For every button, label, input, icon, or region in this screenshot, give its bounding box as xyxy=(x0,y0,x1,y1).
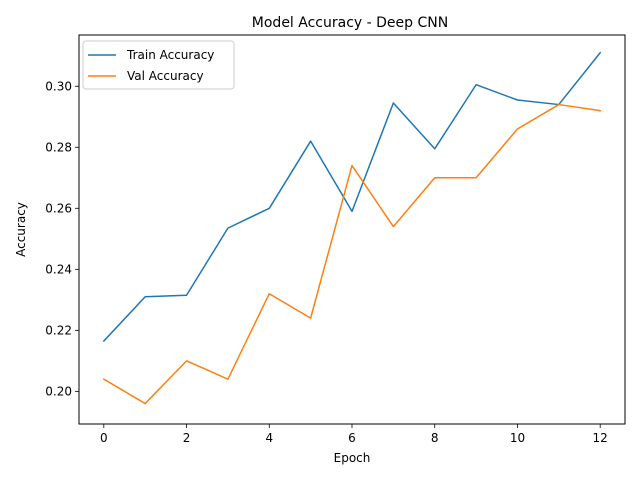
y-tick-label: 0.22 xyxy=(45,323,72,337)
x-tick-label: 10 xyxy=(510,431,525,445)
y-tick-label: 0.20 xyxy=(45,384,72,398)
legend-label-1: Val Accuracy xyxy=(127,69,204,83)
x-axis-ticks: 0 2 4 6 8 10 12 xyxy=(100,424,608,445)
y-tick-label: 0.28 xyxy=(45,140,72,154)
y-axis-title: Accuracy xyxy=(14,202,28,257)
y-axis-ticks: 0.20 0.22 0.24 0.26 0.28 0.30 xyxy=(45,79,79,398)
y-tick-label: 0.26 xyxy=(45,201,72,215)
x-axis-title: Epoch xyxy=(334,451,371,465)
legend: Train Accuracy Val Accuracy xyxy=(82,40,235,90)
x-tick-label: 4 xyxy=(265,431,273,445)
y-tick-label: 0.30 xyxy=(45,79,72,93)
plot-area xyxy=(102,51,602,405)
legend-label-0: Train Accuracy xyxy=(126,48,214,62)
series-line-1 xyxy=(102,103,602,405)
x-tick-label: 0 xyxy=(100,431,108,445)
x-tick-label: 2 xyxy=(183,431,191,445)
chart-title: Model Accuracy - Deep CNN xyxy=(252,15,448,31)
y-tick-label: 0.24 xyxy=(45,262,72,276)
legend-box xyxy=(82,40,235,90)
x-tick-label: 12 xyxy=(593,431,608,445)
x-tick-label: 8 xyxy=(431,431,439,445)
x-tick-label: 6 xyxy=(348,431,356,445)
series-line-0 xyxy=(102,51,602,343)
